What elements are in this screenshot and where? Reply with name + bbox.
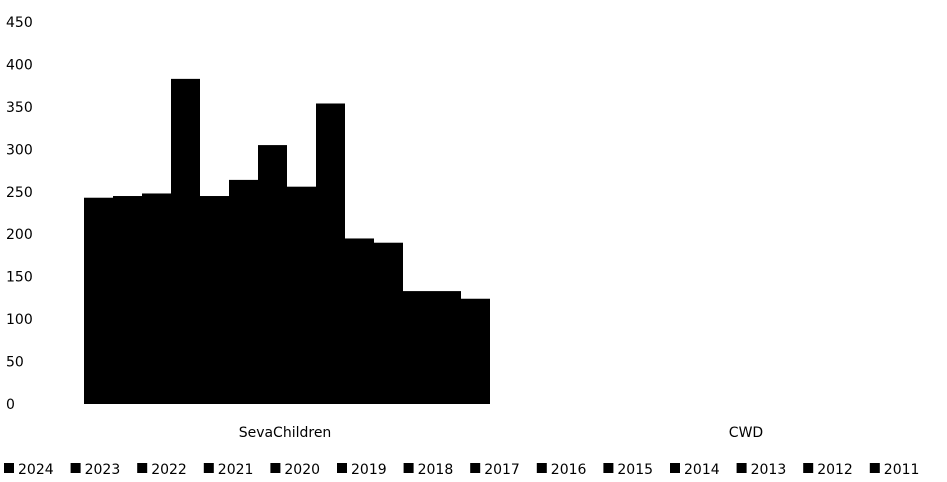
legend-label: 2018 xyxy=(418,462,454,478)
legend-swatch xyxy=(803,463,814,473)
bar-2024-SevaChildren xyxy=(84,197,113,404)
legend-item: 2020 xyxy=(270,462,320,478)
bar-2014-SevaChildren xyxy=(374,242,403,404)
x-category-label: CWD xyxy=(729,425,763,441)
y-tick-label: 100 xyxy=(6,312,33,328)
bar-2011-SevaChildren xyxy=(461,298,490,404)
legend-swatch xyxy=(603,463,614,473)
legend-label: 2015 xyxy=(617,462,653,478)
y-tick-label: 300 xyxy=(6,142,33,158)
bar-2023-SevaChildren xyxy=(113,196,142,404)
legend-swatch xyxy=(536,463,547,473)
legend-swatch xyxy=(337,463,347,473)
bar-2019-SevaChildren xyxy=(229,179,258,404)
y-axis: 0 50 100 150 200 250 300 350 400 450 xyxy=(6,15,33,413)
legend-item: 2023 xyxy=(70,462,121,478)
legend-item: 2021 xyxy=(203,462,254,478)
legend-swatch xyxy=(470,463,481,473)
bar-2020-SevaChildren xyxy=(200,196,229,404)
x-category-label: SevaChildren xyxy=(239,425,332,441)
bar-2012-SevaChildren xyxy=(432,291,461,404)
legend-label: 2016 xyxy=(551,462,587,478)
legend-label: 2023 xyxy=(85,462,121,478)
legend-item: 2017 xyxy=(470,462,520,478)
legend-label: 2017 xyxy=(484,462,520,478)
legend-item: 2013 xyxy=(736,462,787,478)
y-tick-label: 350 xyxy=(6,100,33,116)
legend-label: 2014 xyxy=(684,462,720,478)
legend-swatch xyxy=(403,463,414,473)
legend-label: 2024 xyxy=(18,462,54,478)
bar-2022-SevaChildren xyxy=(142,193,171,404)
y-tick-label: 50 xyxy=(6,355,24,371)
bar-2018-SevaChildren xyxy=(258,145,287,405)
legend-item: 2014 xyxy=(670,462,720,478)
bar-2015-SevaChildren xyxy=(345,238,374,404)
legend-label: 2019 xyxy=(351,462,387,478)
legend-item: 2018 xyxy=(403,462,454,478)
x-axis: SevaChildren CWD xyxy=(239,425,764,441)
legend-item: 2019 xyxy=(337,462,387,478)
y-tick-label: 0 xyxy=(6,397,15,413)
legend-label: 2022 xyxy=(151,462,187,478)
legend-swatch xyxy=(203,463,214,473)
legend-item: 2024 xyxy=(4,462,54,478)
legend-item: 2016 xyxy=(536,462,587,478)
legend-swatch xyxy=(869,463,880,473)
y-tick-label: 450 xyxy=(6,15,33,31)
y-tick-label: 400 xyxy=(6,57,33,73)
legend-label: 2011 xyxy=(884,462,920,478)
y-tick-label: 200 xyxy=(6,227,33,243)
bar-2017-SevaChildren xyxy=(287,186,316,404)
legend-label: 2013 xyxy=(751,462,787,478)
legend-item: 2015 xyxy=(603,462,653,478)
legend-item: 2012 xyxy=(803,462,853,478)
y-tick-label: 250 xyxy=(6,185,33,201)
legend-swatch xyxy=(70,463,81,473)
legend-label: 2021 xyxy=(218,462,254,478)
legend: 2024 2023 2022 2021 2020 2019 2018 2017 2016 2015… xyxy=(4,462,919,478)
legend-item: 2022 xyxy=(137,462,187,478)
legend-swatch xyxy=(137,463,148,473)
legend-label: 2012 xyxy=(817,462,853,478)
legend-label: 2020 xyxy=(284,462,320,478)
bar-2013-SevaChildren xyxy=(403,291,432,404)
y-tick-label: 150 xyxy=(6,270,33,286)
bars xyxy=(84,78,490,405)
bar-2016-SevaChildren xyxy=(316,103,345,404)
legend-item: 2011 xyxy=(869,462,920,478)
legend-swatch xyxy=(270,463,281,473)
legend-swatch xyxy=(736,463,747,473)
legend-swatch xyxy=(4,463,14,473)
legend-swatch xyxy=(670,463,680,473)
bar-2021-SevaChildren xyxy=(171,78,200,405)
